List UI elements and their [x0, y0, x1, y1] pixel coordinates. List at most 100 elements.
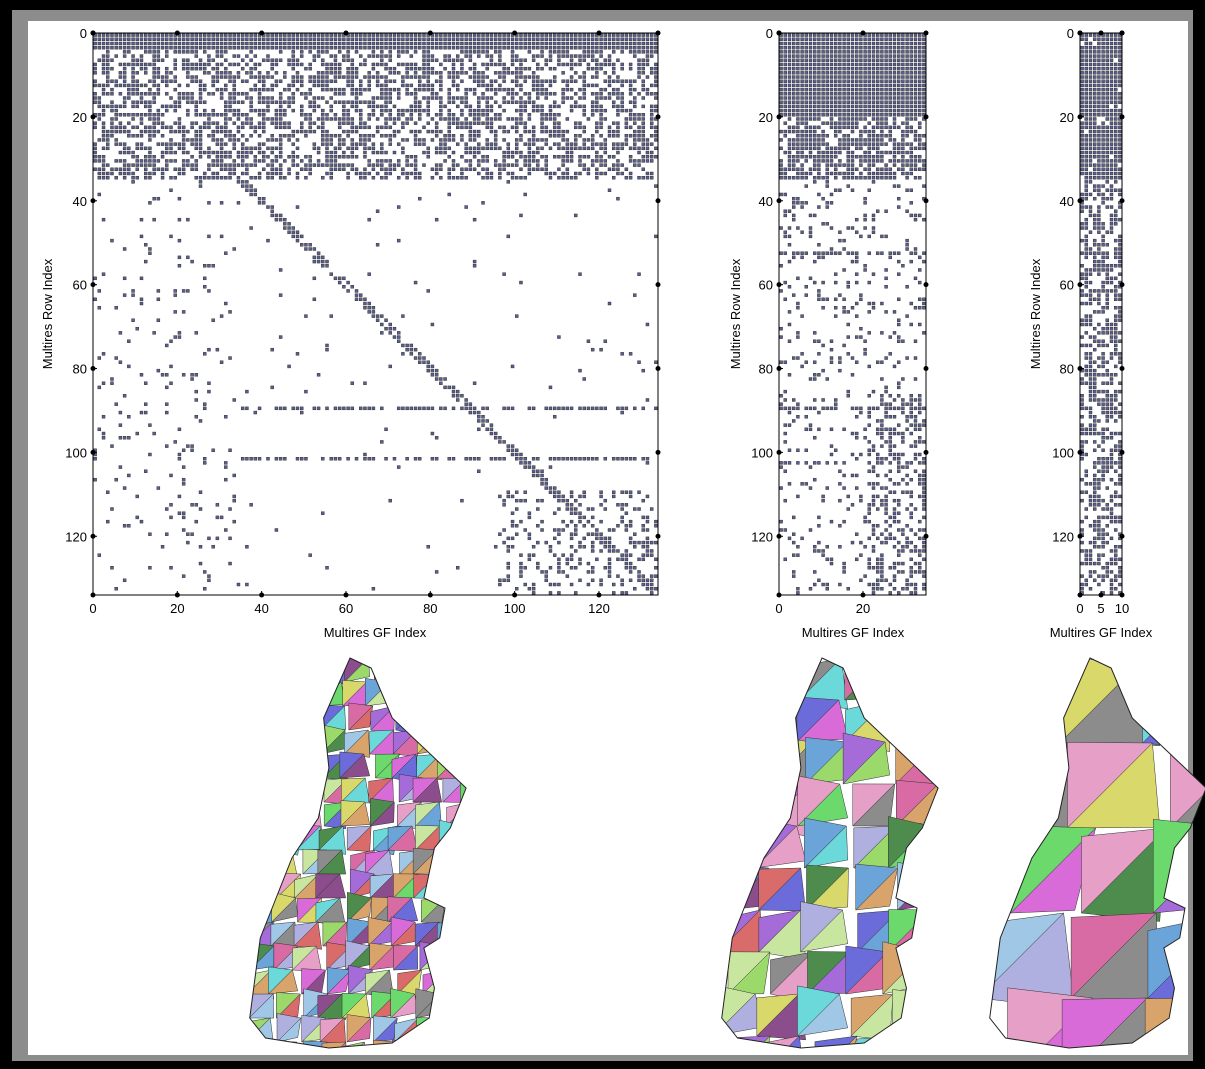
nonzero-entry — [464, 402, 468, 406]
nonzero-entry — [552, 50, 557, 54]
nonzero-entry — [641, 406, 645, 411]
nonzero-entry — [468, 66, 473, 71]
nonzero-entry — [392, 335, 397, 339]
nonzero-entry — [536, 167, 540, 171]
nonzero-entry — [620, 490, 624, 494]
nonzero-entry — [447, 45, 451, 50]
nonzero-entry — [409, 45, 414, 50]
nonzero-entry — [472, 121, 477, 125]
nonzero-entry — [544, 406, 548, 411]
nonzero-entry — [152, 33, 156, 37]
nonzero-entry — [363, 134, 367, 138]
nonzero-entry — [139, 121, 144, 125]
nonzero-entry — [527, 557, 532, 562]
nonzero-entry — [628, 92, 633, 96]
nonzero-entry — [834, 71, 838, 75]
nonzero-entry — [863, 108, 867, 113]
nonzero-entry — [477, 83, 481, 88]
nonzero-entry — [552, 457, 557, 461]
nonzero-entry — [194, 62, 199, 67]
nonzero-entry — [792, 50, 796, 54]
nonzero-entry — [274, 121, 279, 125]
nonzero-entry — [905, 125, 909, 130]
nonzero-entry — [540, 79, 544, 83]
nonzero-entry — [557, 121, 561, 125]
nonzero-entry — [813, 167, 817, 171]
nonzero-entry — [552, 121, 557, 125]
nonzero-entry — [590, 347, 595, 352]
nonzero-entry — [300, 121, 304, 125]
nonzero-entry — [278, 175, 283, 180]
nonzero-entry — [901, 155, 905, 159]
nonzero-entry — [156, 37, 161, 41]
nonzero-entry — [430, 45, 435, 50]
nonzero-entry — [834, 50, 838, 54]
nonzero-entry — [266, 96, 270, 100]
nonzero-entry — [876, 121, 880, 125]
nonzero-entry — [236, 129, 241, 134]
nonzero-entry — [203, 45, 207, 50]
nonzero-entry — [447, 113, 451, 117]
nonzero-entry — [329, 104, 333, 109]
nonzero-entry — [135, 92, 139, 96]
nonzero-entry — [913, 79, 918, 83]
nonzero-entry — [439, 146, 443, 151]
nonzero-entry — [143, 129, 148, 134]
nonzero-entry — [354, 45, 359, 50]
nonzero-entry — [422, 150, 426, 155]
nonzero-entry — [426, 108, 430, 113]
nonzero-entry — [430, 96, 435, 100]
nonzero-entry — [590, 549, 595, 553]
nonzero-entry — [232, 96, 236, 100]
nonzero-entry — [401, 314, 405, 318]
nonzero-entry — [544, 96, 548, 100]
nonzero-entry — [101, 163, 106, 167]
nonzero-entry — [808, 167, 813, 171]
nonzero-entry — [224, 175, 228, 180]
nonzero-entry — [846, 226, 850, 230]
nonzero-entry — [510, 494, 515, 499]
nonzero-entry — [375, 45, 380, 50]
nonzero-entry — [198, 66, 203, 71]
nonzero-entry — [829, 50, 834, 54]
nonzero-entry — [177, 37, 182, 41]
nonzero-entry — [371, 134, 376, 138]
nonzero-entry — [253, 146, 258, 151]
nonzero-entry — [892, 75, 897, 79]
nonzero-entry — [93, 159, 97, 163]
nonzero-entry — [262, 125, 266, 130]
nonzero-entry — [245, 180, 249, 184]
nonzero-entry — [207, 37, 211, 41]
nonzero-entry — [817, 175, 821, 180]
nonzero-entry — [152, 75, 156, 79]
nonzero-entry — [380, 50, 384, 54]
nonzero-entry — [871, 66, 876, 71]
nonzero-entry — [616, 457, 620, 461]
nonzero-entry — [460, 41, 464, 46]
nonzero-entry — [607, 58, 612, 62]
nonzero-entry — [477, 41, 481, 46]
nonzero-entry — [321, 45, 325, 50]
nonzero-entry — [871, 138, 876, 142]
nonzero-entry — [540, 570, 544, 574]
nonzero-entry — [590, 113, 595, 117]
nonzero-entry — [325, 37, 329, 41]
nonzero-entry — [257, 62, 262, 67]
nonzero-entry — [485, 155, 489, 159]
nonzero-entry — [645, 461, 650, 465]
nonzero-entry — [557, 167, 561, 171]
nonzero-entry — [363, 75, 367, 79]
nonzero-entry — [426, 45, 430, 50]
nonzero-entry — [855, 117, 859, 121]
nonzero-entry — [224, 113, 228, 117]
nonzero-entry — [620, 62, 624, 67]
nonzero-entry — [825, 205, 829, 209]
nonzero-entry — [434, 92, 439, 96]
nonzero-entry — [270, 58, 274, 62]
nonzero-entry — [139, 117, 144, 121]
nonzero-entry — [468, 87, 473, 92]
nonzero-entry — [97, 138, 102, 142]
nonzero-entry — [363, 167, 367, 171]
nonzero-entry — [607, 561, 612, 566]
nonzero-entry — [118, 121, 123, 125]
